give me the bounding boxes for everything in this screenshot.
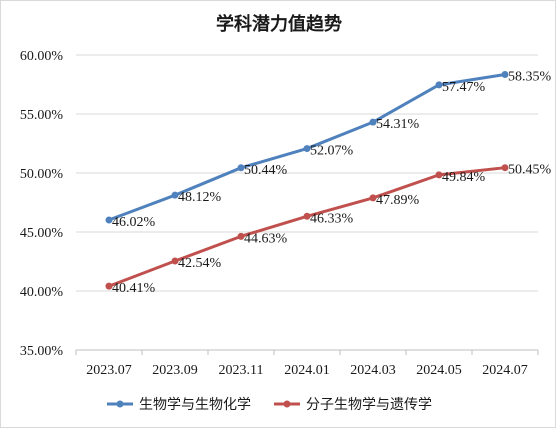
legend[interactable]: 生物学与生物化学 分子生物学与遗传学 bbox=[107, 397, 432, 413]
data-label: 40.41% bbox=[112, 281, 156, 296]
y-tick-label: 40.00% bbox=[20, 285, 64, 300]
legend-swatch-marker bbox=[283, 400, 291, 408]
data-point[interactable] bbox=[237, 164, 245, 172]
data-label: 52.07% bbox=[310, 144, 354, 159]
data-point[interactable] bbox=[435, 81, 443, 89]
data-point[interactable] bbox=[105, 282, 113, 290]
data-label: 44.63% bbox=[244, 231, 288, 246]
data-point[interactable] bbox=[369, 194, 377, 202]
data-point[interactable] bbox=[501, 164, 509, 172]
data-point[interactable] bbox=[303, 145, 311, 153]
data-label: 49.84% bbox=[442, 170, 486, 185]
legend-item-2[interactable]: 分子生物学与遗传学 bbox=[274, 397, 432, 413]
data-point[interactable] bbox=[105, 216, 113, 224]
series-1: 46.02% 48.12% 50.44% 52.07% 54.31% 57.47% 58.3… bbox=[105, 69, 552, 230]
y-tick-label: 60.00% bbox=[20, 49, 64, 64]
x-tick-label: 2023.09 bbox=[152, 363, 198, 378]
x-axis: 2023.07 2023.09 2023.11 2024.01 2024.03 2024.… bbox=[75, 349, 539, 378]
data-point[interactable] bbox=[303, 212, 311, 220]
series-2: 40.41% 42.54% 44.63% 46.33% 47.89% 49.84% 50.4… bbox=[105, 163, 552, 296]
legend-swatch-marker bbox=[116, 400, 124, 408]
gridlines bbox=[76, 54, 538, 292]
data-label: 58.35% bbox=[508, 69, 552, 84]
data-label: 46.33% bbox=[310, 211, 354, 226]
x-tick-label: 2023.07 bbox=[86, 363, 132, 378]
data-label: 50.44% bbox=[244, 163, 288, 178]
x-tick-label: 2023.11 bbox=[219, 363, 264, 378]
data-point[interactable] bbox=[171, 191, 179, 199]
data-point[interactable] bbox=[237, 232, 245, 240]
data-label: 47.89% bbox=[376, 193, 420, 208]
x-tick-label: 2024.03 bbox=[350, 363, 396, 378]
data-label: 54.31% bbox=[376, 117, 420, 132]
x-tick-label: 2024.05 bbox=[416, 363, 462, 378]
data-label: 48.12% bbox=[178, 190, 222, 205]
data-label: 57.47% bbox=[442, 80, 486, 95]
data-point[interactable] bbox=[369, 118, 377, 126]
data-label: 50.45% bbox=[508, 163, 552, 178]
x-tick-label: 2024.07 bbox=[482, 363, 528, 378]
data-point[interactable] bbox=[501, 70, 509, 78]
series-line bbox=[107, 166, 507, 288]
y-tick-label: 45.00% bbox=[20, 226, 64, 241]
y-axis-ticks: 35.00% 40.00% 45.00% 50.00% 55.00% 60.00% bbox=[20, 49, 64, 359]
y-tick-label: 35.00% bbox=[20, 344, 64, 359]
data-point[interactable] bbox=[171, 257, 179, 265]
legend-item-1[interactable]: 生物学与生物化学 bbox=[107, 397, 251, 413]
legend-label: 生物学与生物化学 bbox=[139, 397, 251, 413]
series-group: 46.02% 48.12% 50.44% 52.07% 54.31% 57.47% 58.3… bbox=[105, 69, 552, 296]
y-tick-label: 55.00% bbox=[20, 108, 64, 123]
chart-title: 学科潜力值趋势 bbox=[216, 13, 342, 35]
data-label: 42.54% bbox=[178, 256, 222, 271]
y-tick-label: 50.00% bbox=[20, 167, 64, 182]
data-label: 46.02% bbox=[112, 215, 156, 230]
x-tick-label: 2024.01 bbox=[284, 363, 330, 378]
data-point[interactable] bbox=[435, 171, 443, 179]
legend-label: 分子生物学与遗传学 bbox=[306, 397, 432, 413]
